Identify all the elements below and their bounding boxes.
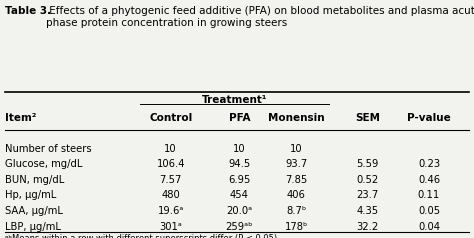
Text: PFA: PFA <box>228 113 250 123</box>
Text: BUN, mg/dL: BUN, mg/dL <box>5 175 64 185</box>
Text: 0.52: 0.52 <box>356 175 378 185</box>
Text: Item²: Item² <box>5 113 36 123</box>
Text: 19.6ᵃ: 19.6ᵃ <box>157 206 184 216</box>
Text: SAA, μg/mL: SAA, μg/mL <box>5 206 63 216</box>
Text: 7.57: 7.57 <box>159 175 182 185</box>
Text: Number of steers: Number of steers <box>5 144 91 154</box>
Text: Treatment¹: Treatment¹ <box>202 95 267 105</box>
Text: LBP, μg/mL: LBP, μg/mL <box>5 222 61 232</box>
Text: 0.05: 0.05 <box>418 206 440 216</box>
Text: SEM: SEM <box>355 113 380 123</box>
Text: 10: 10 <box>164 144 177 154</box>
Text: Effects of a phytogenic feed additive (PFA) on blood metabolites and plasma acut: Effects of a phytogenic feed additive (P… <box>46 6 474 28</box>
Text: 20.0ᵃ: 20.0ᵃ <box>226 206 253 216</box>
Text: 93.7: 93.7 <box>285 159 307 169</box>
Text: 4.35: 4.35 <box>356 206 378 216</box>
Text: 406: 406 <box>287 190 306 200</box>
Text: Control: Control <box>149 113 192 123</box>
Text: 6.95: 6.95 <box>228 175 251 185</box>
Text: 23.7: 23.7 <box>356 190 378 200</box>
Text: Monensin: Monensin <box>268 113 325 123</box>
Text: 8.7ᵇ: 8.7ᵇ <box>286 206 306 216</box>
Text: P-value: P-value <box>407 113 451 123</box>
Text: ᵃᵇMeans within a row with different superscripts differ (P < 0.05).: ᵃᵇMeans within a row with different supe… <box>5 234 280 238</box>
Text: Table 3.: Table 3. <box>5 6 51 16</box>
Text: 454: 454 <box>230 190 249 200</box>
Text: 10: 10 <box>233 144 246 154</box>
Text: 178ᵇ: 178ᵇ <box>284 222 308 232</box>
Text: 480: 480 <box>161 190 180 200</box>
Text: 301ᵃ: 301ᵃ <box>159 222 182 232</box>
Text: 0.23: 0.23 <box>418 159 440 169</box>
Text: 5.59: 5.59 <box>356 159 379 169</box>
Text: 32.2: 32.2 <box>356 222 378 232</box>
Text: 0.04: 0.04 <box>418 222 440 232</box>
Text: 0.46: 0.46 <box>418 175 440 185</box>
Text: 106.4: 106.4 <box>156 159 185 169</box>
Text: Glucose, mg/dL: Glucose, mg/dL <box>5 159 82 169</box>
Text: 94.5: 94.5 <box>228 159 250 169</box>
Text: 259ᵃᵇ: 259ᵃᵇ <box>226 222 253 232</box>
Text: 10: 10 <box>290 144 302 154</box>
Text: 0.11: 0.11 <box>418 190 440 200</box>
Text: 7.85: 7.85 <box>285 175 307 185</box>
Text: Hp, μg/mL: Hp, μg/mL <box>5 190 56 200</box>
